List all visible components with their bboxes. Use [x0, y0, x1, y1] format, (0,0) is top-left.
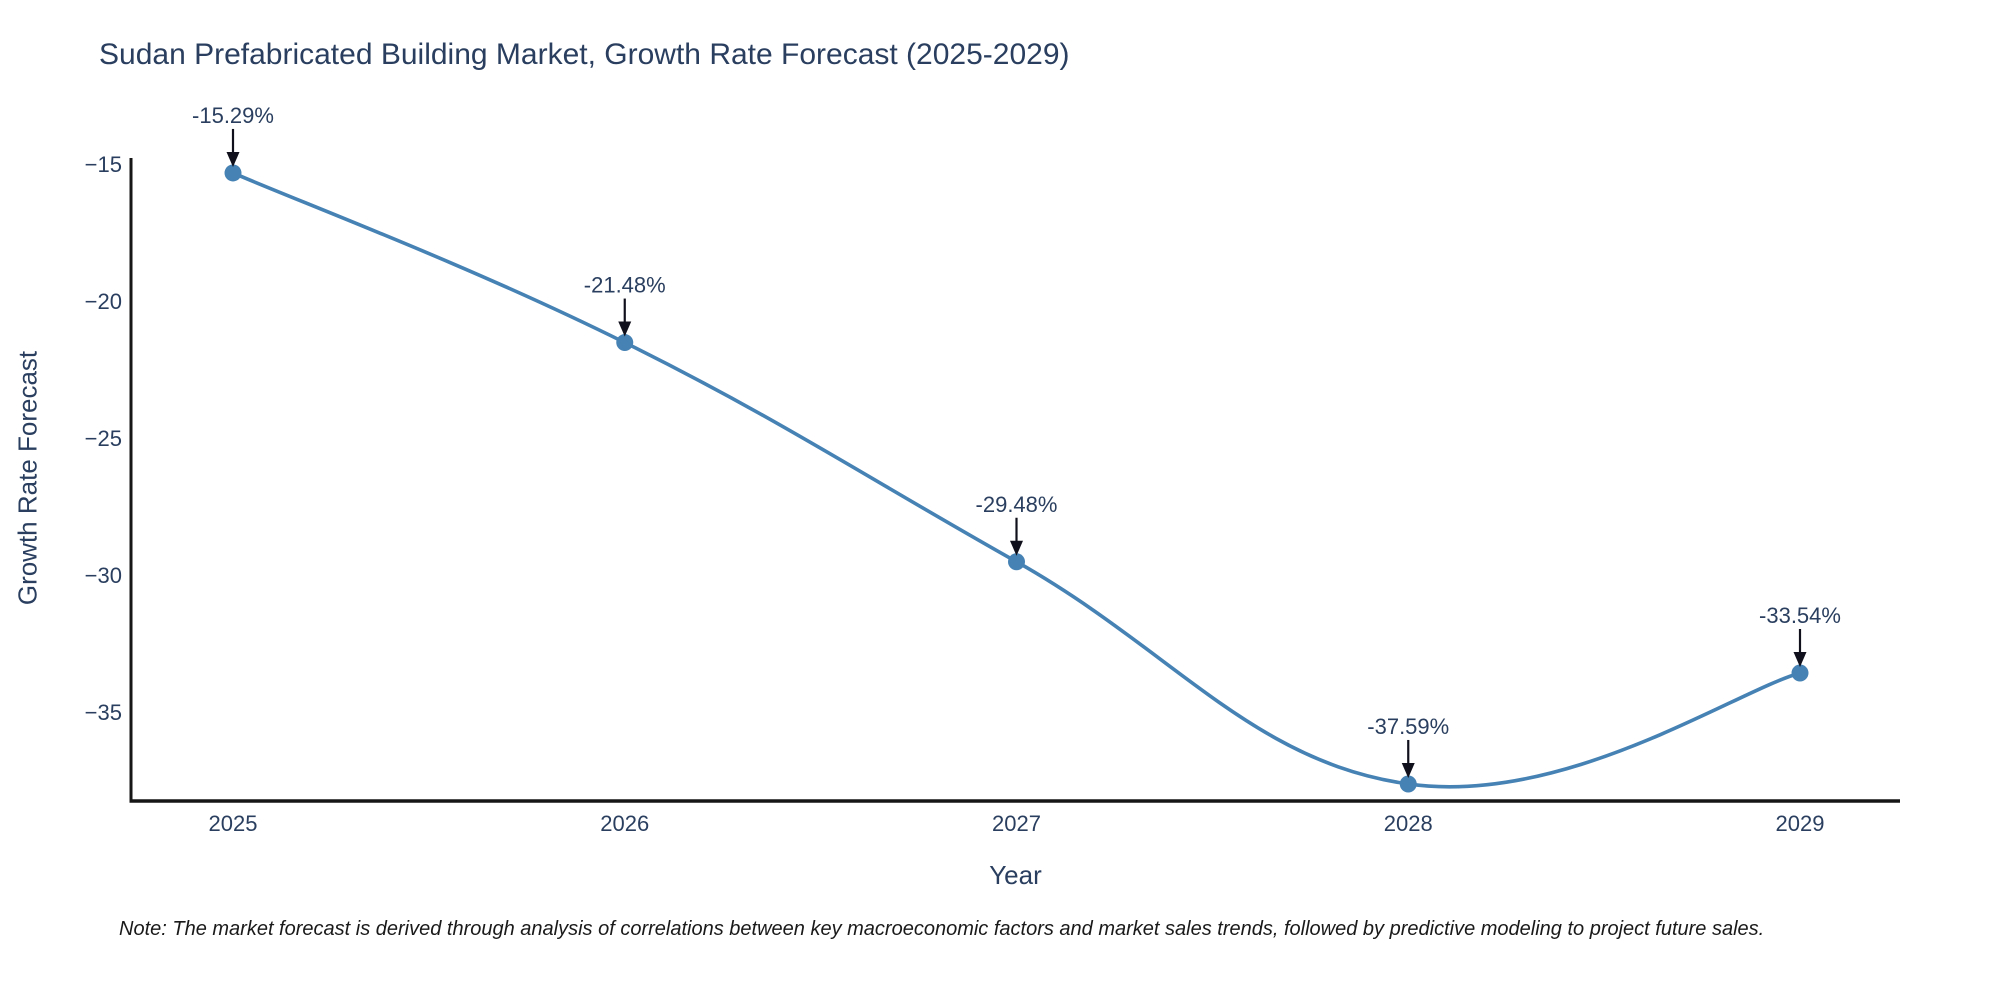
x-tick-label: 2029	[1775, 811, 1825, 836]
y-tick-label: −25	[84, 426, 122, 451]
annotation-arrow-head	[1010, 540, 1023, 556]
data-point-2026	[616, 334, 634, 352]
x-tick-label: 2026	[600, 811, 650, 836]
chart-title: Sudan Prefabricated Building Market, Gro…	[99, 38, 1070, 71]
annotation-arrow-head	[618, 321, 632, 337]
y-tick-label: −20	[84, 289, 122, 314]
x-axis-title: Year	[989, 860, 1042, 890]
data-point-2029	[1791, 664, 1809, 682]
data-point-2025	[224, 164, 242, 182]
annotation-label: -33.54%	[1759, 603, 1841, 628]
annotation-arrow-head	[226, 151, 240, 167]
y-axis-title: Growth Rate Forecast	[12, 350, 43, 606]
footnote: Note: The market forecast is derived thr…	[119, 918, 1765, 940]
x-tick-label: 2025	[208, 811, 258, 836]
annotation-label: -15.29%	[192, 103, 274, 128]
data-point-2028	[1399, 775, 1417, 793]
y-tick-label: −15	[84, 152, 122, 177]
y-tick-label: −30	[84, 563, 122, 588]
x-tick-label: 2028	[1383, 811, 1433, 836]
annotation-label: -29.48%	[976, 492, 1058, 517]
data-point-2027	[1008, 553, 1025, 571]
annotation-arrow-head	[1793, 651, 1807, 667]
annotation-label: -21.48%	[584, 273, 666, 298]
growth-rate-line	[231, 171, 1802, 789]
annotation-arrow-head	[1401, 762, 1415, 778]
x-tick-label: 2027	[992, 811, 1041, 836]
annotation-label: -37.59%	[1367, 714, 1449, 739]
y-tick-label: −35	[84, 700, 122, 725]
